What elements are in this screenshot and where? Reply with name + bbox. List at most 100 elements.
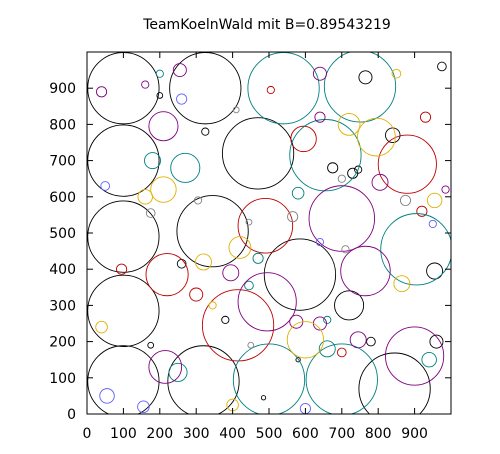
x-tick-label: 0 [83,426,92,442]
circle-mark [315,237,325,247]
circle-mark [96,86,108,98]
circle-mark [145,253,189,297]
circle-mark [337,113,361,136]
circle-mark [176,93,188,105]
x-tick-label: 700 [328,426,355,442]
circle-mark [228,236,252,259]
x-tick-label: 400 [219,426,246,442]
circle-mark [437,61,447,72]
circle-mark [237,198,294,254]
circle-mark [289,119,362,192]
circle-mark [323,315,332,324]
x-tick-label: 900 [401,426,428,442]
circle-mark [419,111,432,123]
y-tick-label: 800 [49,117,76,133]
y-tick-label: 700 [49,154,76,170]
circle-mark [100,181,111,191]
circle-mark [337,174,346,183]
circle-mark [137,400,150,414]
circle-mark [371,173,389,191]
circle-mark [189,287,204,302]
y-tick-label: 0 [67,407,76,423]
circle-mark [358,70,373,85]
circle-mark [441,185,450,194]
circle-mark [87,200,160,273]
circle-mark [141,80,150,89]
y-tick-label: 300 [49,298,76,314]
circle-mark [266,85,275,95]
circle-mark [170,152,201,183]
circle-mark [168,362,188,382]
circle-mark [354,165,363,174]
circle-mark [312,66,327,81]
x-tick-label: 600 [292,426,319,442]
circle-mark [358,352,431,414]
circle-mark [176,195,249,268]
circle-mark [116,263,128,275]
circle-mark [349,331,367,349]
circle-mark [314,111,326,123]
x-tick-label: 300 [183,426,210,442]
circle-mark [341,245,350,254]
circle-mark [291,186,305,200]
circle-mark [144,152,161,170]
circle-mark [366,336,376,347]
circle-mark [260,395,267,401]
circle-mark [245,218,253,226]
circles-layer [87,52,451,414]
y-tick-label: 400 [49,262,76,278]
circle-mark [340,245,391,297]
circle-mark [150,176,177,203]
circle-mark [87,345,160,414]
circle-mark [421,351,437,368]
circle-mark [357,117,396,157]
circle-mark [308,185,376,252]
circle-mark [336,347,347,358]
circle-mark [380,213,451,286]
y-tick-label: 900 [49,81,76,97]
circle-mark [429,334,444,349]
circle-mark [247,341,255,349]
circle-mark [391,68,402,79]
circle-mark [327,162,339,174]
circle-mark [221,117,295,190]
circle-mark [155,69,164,78]
y-tick-label: 100 [49,371,76,387]
x-tick-label: 100 [110,426,137,442]
x-tick-label: 500 [256,426,283,442]
y-tick-label: 200 [49,335,76,351]
circle-mark [145,208,156,218]
circle-mark [312,316,327,331]
circle-mark [167,345,240,414]
circle-mark [385,127,401,143]
circle-mark [95,320,108,334]
circle-mark [426,262,444,280]
circle-mark [393,275,411,293]
x-tick-label: 200 [146,426,173,442]
circle-mark [287,211,299,223]
circle-mark [426,192,443,209]
circle-mark [305,343,378,414]
circle-mark [137,189,153,205]
circle-mark [208,301,217,310]
circle-mark [295,357,301,363]
y-tick-label: 600 [49,190,76,206]
circle-mark [428,219,437,229]
circle-mark [289,314,304,329]
circle-mark [232,106,240,114]
circle-mark [87,124,160,197]
circle-mark [377,134,437,194]
circle-mark [247,52,320,125]
circle-mark [286,321,325,359]
circle-mark [99,388,115,404]
circle-mark [201,127,210,136]
circle-mark [148,111,179,142]
circle-mark [195,253,212,271]
circle-mark [416,205,428,217]
circle-mark [263,238,337,311]
circle-mark [222,264,240,282]
circle-mark [172,63,187,78]
circle-mark [237,272,297,332]
